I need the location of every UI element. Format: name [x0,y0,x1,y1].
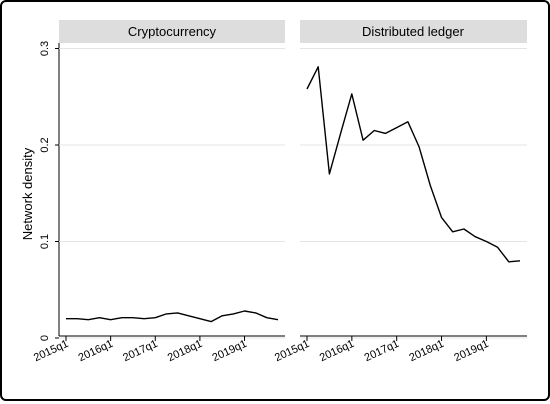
x-tick-label: 2019q1 [210,338,248,364]
x-ticks: 2015q1 2016q1 2017q1 2018q1 2019q1 2015q1 2016… [32,335,527,364]
grid [59,48,527,339]
series-line-cryptocurrency [66,310,279,323]
x-tick-label: 2017q1 [363,338,401,364]
x-tick-label: 2017q1 [121,338,159,364]
x-tick-label: 2016q1 [77,338,115,364]
y-tick-label: 0.3 [39,41,51,56]
x-tick-label: 2016q1 [318,338,356,364]
chart: Cryptocurrency Distributed ledger Networ… [20,20,527,364]
x-tick-label: 2015q1 [32,338,70,364]
panel-strip-cryptocurrency [59,20,285,43]
series [66,66,521,323]
series-line-distributed-ledger [306,66,521,263]
x-tick-label: 2018q1 [166,338,204,364]
x-tick-label: 2018q1 [407,338,445,364]
panel-strip-distributed-ledger [300,20,527,43]
y-ticks: 0 0.1 0.2 0.3 [39,41,59,341]
y-axis-title: Network density [20,147,35,240]
x-tick-label: 2019q1 [452,338,490,364]
y-tick-label: 0 [39,335,51,341]
x-tick-label: 2015q1 [273,338,311,364]
y-tick-label: 0.1 [39,234,51,249]
panel-title-distributed-ledger: Distributed ledger [362,24,465,39]
y-tick-label: 0.2 [39,137,51,152]
panel-title-cryptocurrency: Cryptocurrency [128,24,217,39]
